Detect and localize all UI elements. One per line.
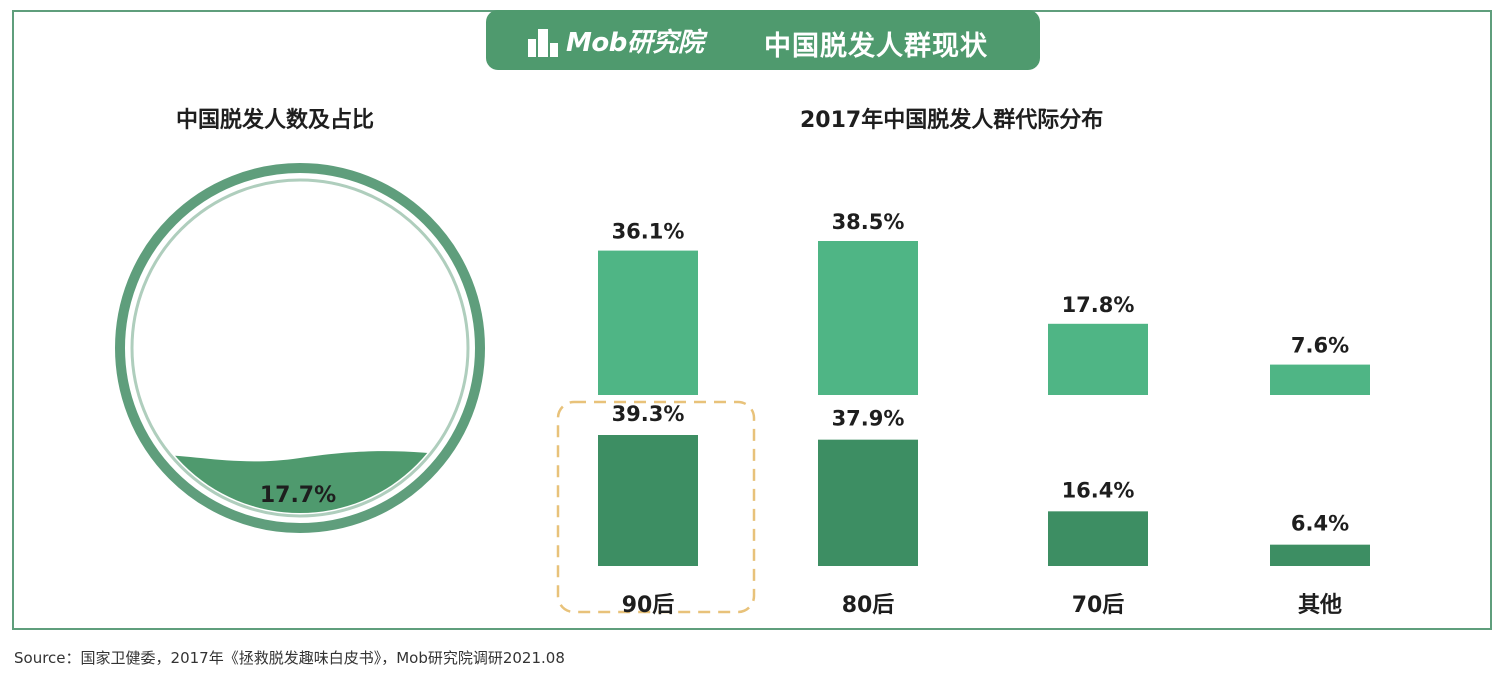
building-logo-icon [528, 29, 558, 57]
top-bar-3 [1048, 323, 1148, 395]
top-bar-label-3: 17.8% [1062, 293, 1135, 317]
category-label-3: 70后 [1072, 593, 1125, 618]
top-bar-1 [598, 250, 698, 395]
top-bar-2 [818, 241, 918, 395]
bar-chart: 36.1% 38.5%17.8%7.6% 39.3% 37.9%16.4%6.4% … [556, 210, 1370, 618]
highlight-box-90s [556, 400, 756, 614]
circle-fill-chart: 17.7% [115, 163, 485, 533]
bottom-bar-2 [818, 439, 918, 566]
bottom-bar-4 [1270, 544, 1370, 566]
category-label-2: 80后 [842, 593, 895, 618]
outer-ring [115, 163, 485, 533]
top-bar-4 [1270, 364, 1370, 395]
left-chart-title: 中国脱发人数及占比 [176, 108, 375, 133]
bar-chart-title: 2017年中国脱发人群代际分布 [800, 108, 1104, 133]
source-note: Source：国家卫健委，2017年《拯救脱发趣味白皮书》，Mob研究院调研20… [14, 649, 565, 667]
logo: Mob研究院 [526, 22, 704, 59]
top-bar-label-4: 7.6% [1291, 334, 1349, 358]
top-bar-label-1: 36.1% [612, 220, 685, 244]
fill-wave [135, 451, 465, 513]
bottom-bar-label-3: 16.4% [1062, 478, 1135, 502]
bottom-bar-label-4: 6.4% [1291, 512, 1349, 536]
fill-percent-label: 17.7% [260, 483, 336, 508]
header-title: 中国脱发人群现状 [764, 31, 988, 62]
category-label-1: 90后 [622, 593, 675, 618]
logo-text: Mob研究院 [566, 28, 704, 58]
bottom-bar-1 [598, 435, 698, 566]
top-bar-label-2: 38.5% [832, 210, 905, 234]
top-series: 36.1% 38.5% 17.8% 7.6% [598, 210, 1370, 395]
inner-ring [130, 178, 470, 518]
bottom-bar-3 [1048, 511, 1148, 566]
header-banner: Mob研究院 中国脱发人群现状 [486, 10, 1040, 70]
bottom-bar-label-2: 37.9% [832, 407, 905, 431]
bottom-bar-label-1: 39.3% [612, 402, 685, 426]
category-label-4: 其他 [1298, 593, 1342, 618]
bottom-series: 39.3% 37.9% 16.4% 6.4% [598, 402, 1370, 566]
x-axis-labels: 90后 80后 70后 其他 [622, 593, 1342, 618]
